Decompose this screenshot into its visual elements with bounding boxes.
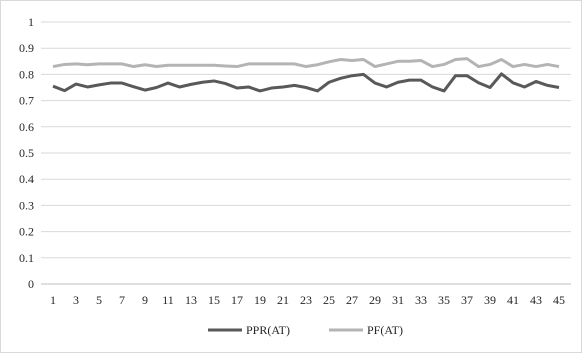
x-tick-label: 7 xyxy=(119,293,125,307)
y-tick-label: 0.6 xyxy=(19,120,34,134)
y-tick-label: 0.2 xyxy=(19,225,34,239)
x-tick-label: 23 xyxy=(300,293,312,307)
x-tick-label: 11 xyxy=(162,293,174,307)
x-tick-label: 17 xyxy=(231,293,243,307)
x-tick-label: 33 xyxy=(415,293,427,307)
x-tick-label: 43 xyxy=(530,293,542,307)
x-tick-label: 27 xyxy=(346,293,358,307)
legend: PPR(AT) PF(AT) xyxy=(208,323,403,337)
y-tick-label: 0.4 xyxy=(19,172,34,186)
y-axis-ticks: 0 0.1 0.2 0.3 0.4 0.5 0.6 0.7 0.8 0.9 1 xyxy=(19,15,34,291)
x-tick-label: 29 xyxy=(369,293,381,307)
series-line-pf-at xyxy=(52,57,560,69)
x-tick-label: 35 xyxy=(438,293,450,307)
y-tick-label: 0.3 xyxy=(19,198,34,212)
y-tick-label: 0.7 xyxy=(19,94,34,108)
x-tick-label: 3 xyxy=(73,293,79,307)
y-tick-label: 0.9 xyxy=(19,41,34,55)
x-tick-label: 21 xyxy=(277,293,289,307)
x-tick-label: 19 xyxy=(254,293,266,307)
series-line-ppr-at xyxy=(52,72,560,93)
legend-label: PF(AT) xyxy=(367,323,403,337)
x-tick-label: 45 xyxy=(553,293,565,307)
x-tick-label: 41 xyxy=(507,293,519,307)
x-tick-label: 39 xyxy=(484,293,496,307)
y-tick-label: 0.8 xyxy=(19,67,34,81)
y-tick-label: 0 xyxy=(28,277,34,291)
x-tick-label: 37 xyxy=(461,293,473,307)
gridlines xyxy=(41,21,571,285)
x-tick-label: 9 xyxy=(142,293,148,307)
series-lines xyxy=(52,57,560,93)
y-tick-label: 0.1 xyxy=(19,251,34,265)
y-tick-label: 0.5 xyxy=(19,146,34,160)
x-tick-label: 15 xyxy=(208,293,220,307)
x-axis-ticks: 1 3 5 7 9 11 13 15 17 19 21 23 25 27 29 31 33 35 37 39 41 43 4… xyxy=(50,293,565,307)
x-tick-label: 13 xyxy=(185,293,197,307)
x-tick-label: 1 xyxy=(50,293,56,307)
y-tick-label: 1 xyxy=(28,15,34,29)
x-tick-label: 31 xyxy=(392,293,404,307)
x-tick-label: 5 xyxy=(96,293,102,307)
x-tick-label: 25 xyxy=(323,293,335,307)
legend-label: PPR(AT) xyxy=(246,323,290,337)
